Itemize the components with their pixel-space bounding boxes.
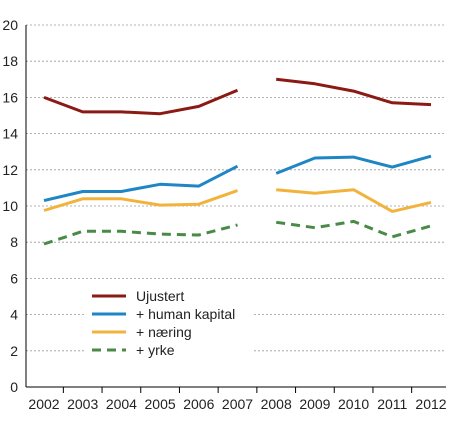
legend-label: Ujustert	[136, 288, 184, 304]
y-tick-label: 10	[2, 198, 18, 214]
series-line-1-segment-0	[43, 164, 239, 203]
y-tick-label: 16	[2, 89, 18, 105]
series-line-2-segment-1	[276, 188, 432, 213]
x-tick-label: 2010	[338, 396, 369, 412]
series-line-2-segment-0	[43, 189, 238, 212]
axis-layer: 0 2 4 6 8 10 12 14 16 18 20 2002 2003 2004 2005 2006 200…	[2, 17, 446, 412]
legend: Ujustert + human kapital + næring + yrke	[86, 283, 254, 363]
y-tick-label: 4	[10, 307, 18, 323]
x-tick-label: 2004	[106, 396, 137, 412]
x-tick-label: 2003	[67, 396, 98, 412]
y-tick-label: 0	[10, 379, 18, 395]
x-tick-label: 2008	[261, 396, 292, 412]
x-tick-label: 2007	[222, 396, 253, 412]
series-line-1-segment-1	[275, 154, 432, 175]
y-tick-label: 2	[10, 343, 18, 359]
x-tick-label: 2006	[183, 396, 214, 412]
legend-label: + human kapital	[136, 306, 235, 322]
y-tick-label: 14	[2, 126, 18, 142]
legend-label: + yrke	[136, 342, 175, 358]
y-tick-label: 12	[2, 162, 18, 178]
series-layer	[43, 77, 432, 246]
series-line-3-segment-1	[275, 219, 432, 239]
x-tick-label: 2005	[145, 396, 176, 412]
y-tick-label: 20	[2, 17, 18, 33]
x-tick-label: 2011	[377, 396, 407, 412]
x-tick-label: 2012	[415, 396, 446, 412]
legend-label: + næring	[136, 324, 192, 340]
series-line-3-segment-0	[43, 223, 238, 246]
x-tick-label: 2002	[28, 396, 59, 412]
y-tick-label: 8	[10, 234, 18, 250]
y-tick-label: 6	[10, 270, 18, 286]
series-line-0-segment-0	[43, 88, 239, 116]
y-tick-label: 18	[2, 53, 18, 69]
x-tick-label: 2009	[299, 396, 330, 412]
series-line-0-segment-1	[276, 77, 432, 107]
